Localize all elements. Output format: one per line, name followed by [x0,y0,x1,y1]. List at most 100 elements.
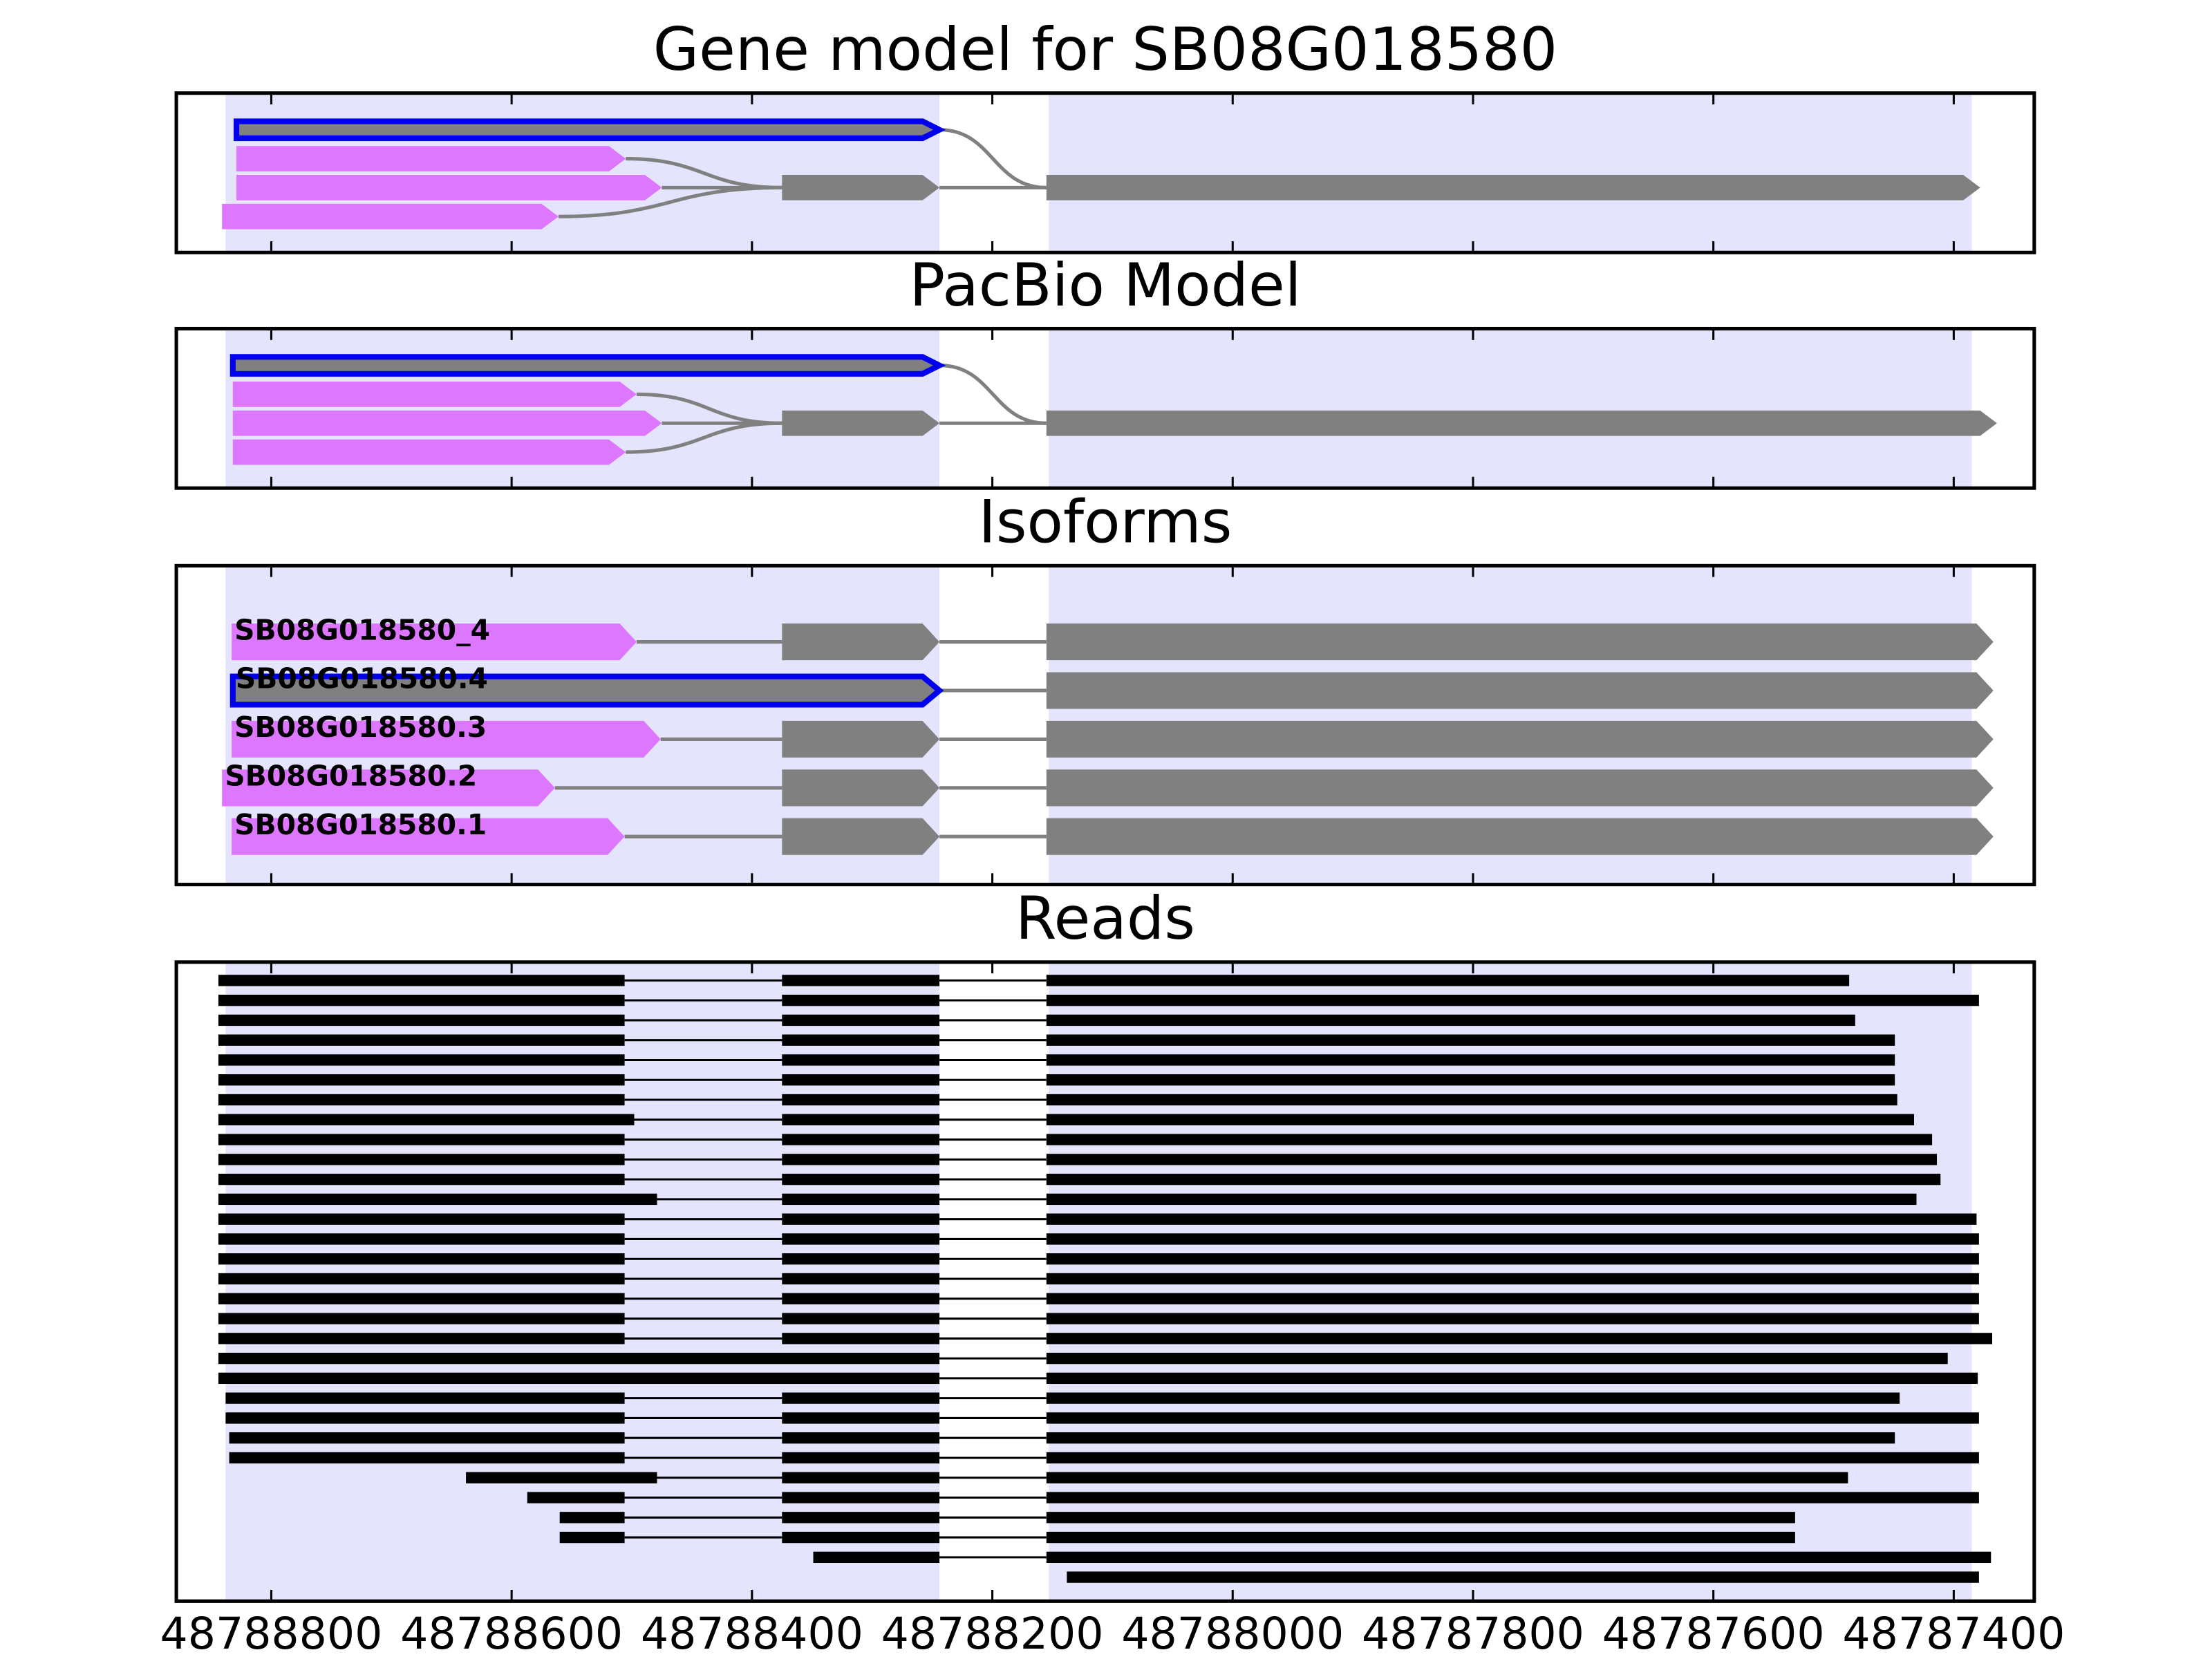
region [1049,93,1972,253]
panel-title: Isoforms [979,488,1232,557]
x-tick-label: 48788200 [881,1608,1104,1659]
read-block [527,1492,625,1503]
exon [1046,672,1994,709]
exon [229,354,946,377]
intron-curve [626,421,782,454]
read-block [1046,1293,1979,1304]
read-block [218,1372,940,1385]
read-block [782,1154,940,1165]
panel: PacBio Model [174,251,2036,490]
read-block [218,1014,625,1027]
read-block [225,1412,625,1424]
exon [232,720,661,758]
read-block [782,1472,940,1483]
isoform-label: SB08G018580.2 [225,760,477,793]
read-block [782,1432,940,1444]
x-tick-label: 48788000 [1121,1608,1344,1659]
isoform-label: SB08G018580_4 [234,613,490,646]
panel-frame [174,91,2036,254]
x-tick-label: 48787600 [1602,1608,1825,1659]
read-block [782,1193,940,1206]
read-block [218,994,625,1006]
exon [782,410,940,436]
read-block [1046,1034,1895,1046]
panel: Isoforms SB08G018580_4 SB08G018580.4 SB08G0… [174,488,2036,887]
intron-curve [939,128,1047,189]
read-block [782,1034,940,1046]
exon [236,175,662,200]
read-block [1046,1392,1900,1404]
read-block [782,1114,940,1125]
exon [232,382,637,407]
read-block [218,1134,625,1145]
read-block [1046,1114,1915,1125]
read-block [218,1313,625,1324]
read-block [782,1452,940,1464]
read-block [1046,1531,1795,1544]
read-block [782,1094,940,1106]
read-block [229,1432,625,1444]
read-block [1046,1074,1895,1086]
read-block [782,1333,940,1344]
panel-title: Gene model for SB08G018580 [653,15,1557,84]
read-block [218,1074,625,1086]
read-block [466,1472,657,1483]
isoform-label: SB08G018580.4 [236,662,488,695]
read-block [218,1333,625,1344]
panel-frame [174,563,2036,887]
read-block [813,1551,940,1564]
read-block [1046,1134,1933,1145]
read-block [782,994,940,1006]
exon [782,175,940,200]
read-block [229,1452,625,1464]
x-tick-label: 48788600 [400,1608,623,1659]
exon [782,624,940,661]
read-block [218,1154,625,1165]
read-block [218,1253,625,1265]
read-block [218,1094,625,1106]
read-block [559,1531,625,1544]
read-block [782,1412,940,1424]
read-block [218,1213,625,1225]
read-block [782,1014,940,1027]
read-block [1046,1472,1848,1483]
read-block [1046,1372,1978,1385]
read-block [218,1173,625,1185]
read-block [1046,994,1979,1006]
read-block [782,1273,940,1285]
read-block [1046,1492,1979,1503]
x-tick-label: 48788800 [160,1608,382,1659]
isoform-label: SB08G018580.1 [234,808,487,841]
panel-frame [174,960,2036,1603]
exon [232,410,662,436]
read-block [1046,1173,1941,1185]
region [1049,328,1972,489]
read-block [1046,1094,1897,1106]
read-block [218,1054,625,1066]
exon [222,203,559,229]
panel-title: PacBio Model [909,251,1301,320]
read-block [782,975,940,986]
read-block [218,975,625,986]
read-block [782,1531,940,1544]
exon [782,720,940,758]
read-block [1046,1213,1977,1225]
read-block [1046,1054,1895,1066]
read-block [782,1074,940,1086]
read-block [782,1492,940,1503]
exon [1046,624,1994,661]
read-block [218,1352,940,1365]
exon [1046,818,1994,855]
read-block [225,1392,625,1404]
intron-curve [939,364,1047,425]
read-block [782,1392,940,1404]
isoform-label: SB08G018580.3 [234,711,487,744]
read-block [1046,1014,1855,1027]
x-tick-label: 48788400 [641,1608,863,1659]
panel-frame [174,326,2036,490]
read-block [1046,1253,1979,1265]
read-block [1046,1154,1938,1165]
exon [1046,720,1994,758]
